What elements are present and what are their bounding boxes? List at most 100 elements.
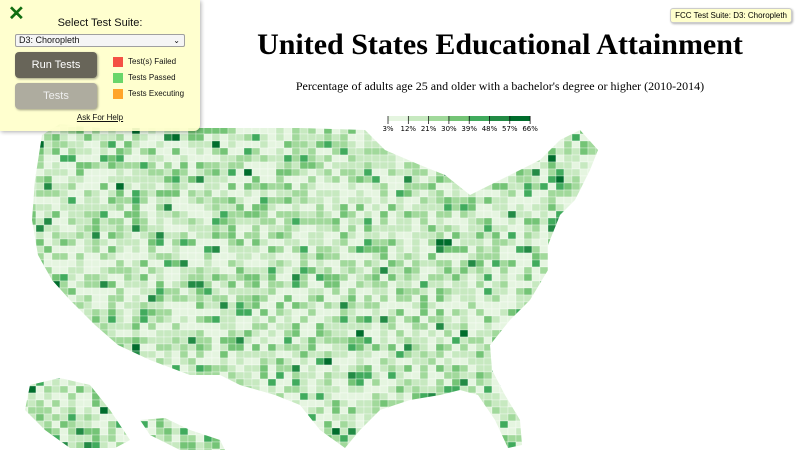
county[interactable] [483,224,493,233]
county[interactable] [443,182,453,191]
county[interactable] [587,203,597,212]
county[interactable] [403,161,413,170]
county[interactable] [99,273,109,282]
county[interactable] [59,343,69,352]
county[interactable] [275,357,285,366]
county[interactable] [523,287,533,296]
county[interactable] [139,294,149,303]
county[interactable] [227,392,237,401]
county[interactable] [227,350,237,359]
county[interactable] [555,231,565,240]
county[interactable] [147,392,157,401]
county[interactable] [355,168,365,177]
county[interactable] [563,189,573,198]
county[interactable] [163,315,173,324]
county[interactable] [323,280,333,289]
county[interactable] [323,441,333,450]
county[interactable] [604,281,612,288]
county[interactable] [563,315,573,324]
county[interactable] [379,350,389,359]
county[interactable] [547,294,557,303]
county[interactable] [259,322,269,331]
county[interactable] [427,350,437,359]
county[interactable] [83,406,93,415]
county[interactable] [67,378,77,387]
county[interactable] [395,259,405,268]
county[interactable] [427,420,437,429]
county[interactable] [483,308,493,317]
county[interactable] [75,315,85,324]
county[interactable] [427,315,437,324]
county[interactable] [363,357,373,366]
county[interactable] [123,140,133,149]
county[interactable] [387,280,397,289]
county[interactable] [147,294,157,303]
county[interactable] [539,217,549,226]
county[interactable] [235,217,245,226]
county[interactable] [267,161,277,170]
county[interactable] [315,259,325,268]
county[interactable] [491,280,501,289]
county[interactable] [371,182,381,191]
county[interactable] [211,399,221,408]
county[interactable] [347,168,357,177]
county[interactable] [539,336,549,345]
county[interactable] [595,406,604,415]
county[interactable] [83,203,93,212]
county[interactable] [20,245,29,254]
county[interactable] [579,154,589,163]
county[interactable] [163,329,173,338]
county[interactable] [427,217,437,226]
county[interactable] [571,427,581,436]
county[interactable] [235,259,245,268]
county[interactable] [267,259,277,268]
county[interactable] [563,238,573,247]
county[interactable] [339,252,349,261]
county[interactable] [67,336,77,345]
county[interactable] [459,147,469,156]
county[interactable] [59,210,69,219]
county[interactable] [395,399,405,408]
county[interactable] [243,294,253,303]
county[interactable] [331,406,341,415]
county[interactable] [523,126,533,135]
county[interactable] [299,259,309,268]
county[interactable] [243,413,253,422]
county[interactable] [435,413,445,422]
county[interactable] [587,280,597,289]
county[interactable] [507,399,517,408]
county[interactable] [451,385,461,394]
county[interactable] [363,259,373,268]
county[interactable] [515,287,525,296]
county[interactable] [451,294,461,303]
county[interactable] [219,210,229,219]
county[interactable] [547,406,557,415]
county[interactable] [435,154,445,163]
county[interactable] [595,392,604,401]
county[interactable] [267,427,277,436]
county[interactable] [179,329,189,338]
county[interactable] [163,266,173,275]
county[interactable] [427,427,437,436]
county[interactable] [363,217,373,226]
county[interactable] [179,203,189,212]
county[interactable] [347,427,357,436]
county[interactable] [507,322,517,331]
county[interactable] [507,224,517,233]
county[interactable] [523,336,533,345]
county[interactable] [435,231,445,240]
county[interactable] [355,315,365,324]
county[interactable] [355,427,365,436]
county[interactable] [155,392,165,401]
county[interactable] [387,182,397,191]
county[interactable] [163,133,173,142]
county[interactable] [227,287,237,296]
county[interactable] [259,350,269,359]
county[interactable] [355,217,365,226]
county[interactable] [59,350,69,359]
county[interactable] [459,301,469,310]
county[interactable] [99,392,109,401]
county[interactable] [531,294,541,303]
county[interactable] [139,420,149,429]
county[interactable] [459,189,469,198]
